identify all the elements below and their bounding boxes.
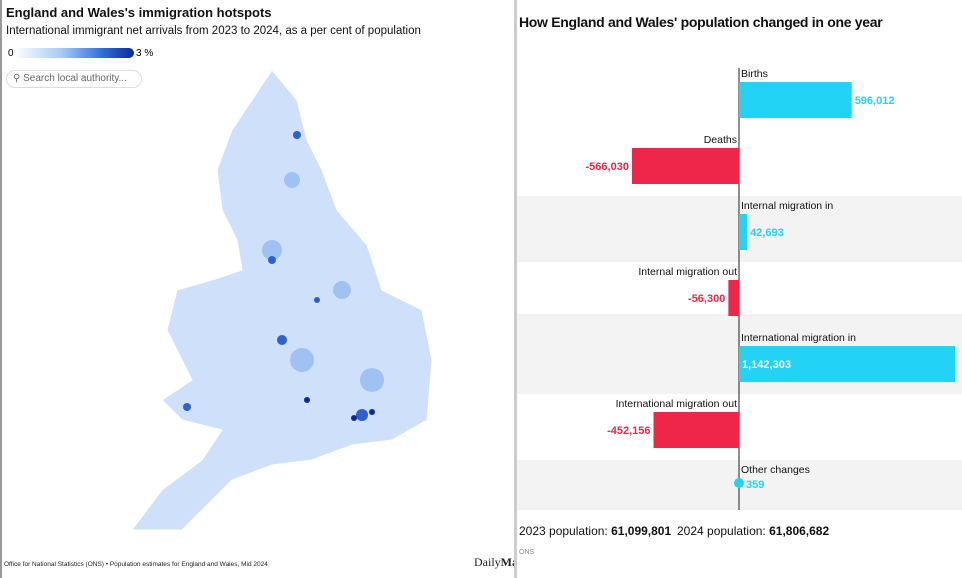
category-label: Internal migration in: [741, 200, 833, 212]
category-label: Other changes: [741, 464, 810, 476]
choropleth-map[interactable]: [122, 60, 442, 530]
value-label: -56,300: [688, 293, 725, 305]
map-source: Office for National Statistics (ONS) • P…: [4, 561, 268, 568]
chart-panel: How England and Wales' population change…: [517, 0, 962, 578]
map-subtitle: International immigrant net arrivals fro…: [6, 25, 421, 37]
category-label: International migration out: [616, 398, 737, 410]
search-input[interactable]: ⚲ Search local authority...: [6, 70, 142, 88]
legend-min: 0: [8, 48, 14, 59]
england-wales-shape[interactable]: [131, 69, 433, 530]
category-label: Births: [741, 68, 768, 80]
map-panel: England and Wales's immigration hotspots…: [0, 0, 525, 578]
category-label: Deaths: [704, 134, 737, 146]
value-label: -452,156: [607, 425, 650, 437]
value-label: 359: [746, 479, 764, 491]
chart-title: How England and Wales' population change…: [519, 14, 883, 30]
bar-internal-migration-in: [739, 214, 748, 250]
pop-2023: 2023 population: 61,099,801: [519, 524, 672, 538]
category-label: International migration in: [741, 332, 856, 344]
bar-other-changes: [734, 478, 744, 488]
pop-2024: 2024 population: 61,806,682: [677, 524, 830, 538]
value-label: 596,012: [855, 95, 895, 107]
bar-births: [739, 82, 852, 118]
bar-deaths: [631, 148, 739, 184]
search-icon: ⚲: [13, 73, 21, 84]
map-title: England and Wales's immigration hotspots: [6, 5, 272, 20]
legend-max: 3 %: [136, 48, 154, 59]
value-label: 42,693: [750, 227, 784, 239]
bar-international-migration-in: [739, 346, 955, 382]
category-label: Internal migration out: [638, 266, 737, 278]
value-label: -566,030: [586, 161, 629, 173]
value-label: 1,142,303: [742, 359, 791, 371]
bar-internal-migration-out: [728, 280, 739, 316]
bar-international-migration-out: [653, 412, 739, 448]
population-change-chart: Births 596,012 Deaths -566,030 Internal migr…: [517, 68, 962, 510]
chart-source: ONS: [519, 549, 535, 556]
legend-gradient: [14, 48, 134, 58]
panel-divider: [514, 0, 517, 578]
